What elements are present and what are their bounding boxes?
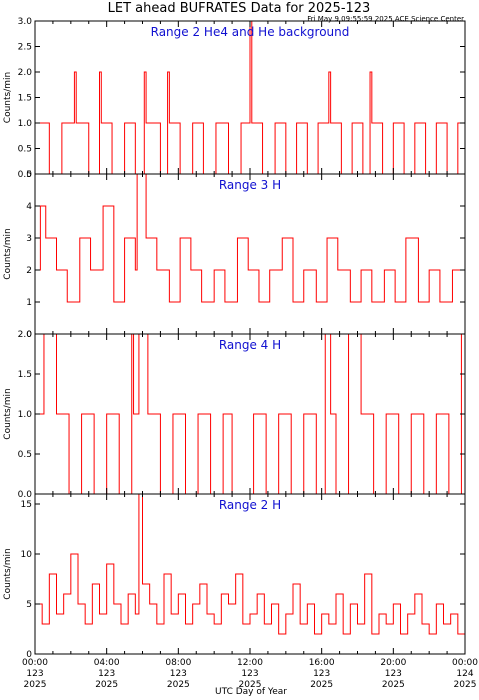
x-tick-label-line: 2025: [382, 680, 405, 690]
data-series-line: [35, 173, 466, 303]
x-tick-label-line: 124: [456, 669, 473, 679]
x-axis-title: UTC Day of Year: [215, 687, 287, 697]
y-tick-label: 15: [21, 500, 32, 510]
panel-title: Range 2 H: [219, 498, 281, 512]
panel-title: Range 3 H: [219, 178, 281, 192]
x-tick-label-line: 2025: [24, 680, 47, 690]
x-tick-label-line: 2025: [310, 680, 333, 690]
y-tick-label: 1: [26, 298, 32, 308]
x-tick-label-line: 2025: [95, 680, 118, 690]
y-axis-label: Counts/min: [3, 72, 13, 123]
y-tick-label: 1.0: [18, 410, 33, 420]
y-tick-label: 4: [26, 202, 32, 212]
x-axis-labels: 00:00123202504:00123202508:00123202512:0…: [22, 658, 478, 690]
chart-panels: 0.0 0.5 1.0 1.5 2.0 2.5 3.0 Counts/min Range 2 H…: [3, 17, 466, 660]
y-tick-label: 0: [26, 650, 32, 660]
figure-title: LET ahead BUFRATES Data for 2025-123: [108, 1, 371, 16]
y-tick-label: 10: [21, 550, 33, 560]
y-tick-label: 0.0: [18, 490, 33, 500]
x-tick-label-line: 123: [241, 669, 258, 679]
y-tick-label: 0: [26, 330, 32, 340]
x-tick-label-line: 00:00: [452, 658, 478, 668]
plot-frame: [34, 333, 466, 495]
x-tick-label-line: 123: [385, 669, 402, 679]
panel-title: Range 2 He4 and He background: [151, 25, 350, 39]
y-tick-label: 2.0: [18, 330, 33, 340]
data-series-line: [35, 333, 466, 495]
panel-3: 0.0 0.5 1.0 1.5 2.0 Counts/min Range 4 H: [3, 330, 466, 500]
y-tick-label: 1.5: [18, 94, 32, 104]
x-tick-label-line: 123: [170, 669, 187, 679]
timestamp-label: Fri May 9 09:55:59 2025 ACE Science Cent…: [307, 15, 464, 23]
y-axis-label: Counts/min: [3, 228, 13, 279]
x-tick-label-line: 16:00: [309, 658, 335, 668]
y-tick-label: 3: [26, 234, 32, 244]
y-axis-label: Counts/min: [3, 388, 13, 439]
y-tick-label: 2: [26, 266, 32, 276]
x-tick-label-line: 123: [98, 669, 115, 679]
x-tick-label-line: 123: [26, 669, 43, 679]
x-tick-label-line: 20:00: [380, 658, 406, 668]
y-tick-label: 0.5: [18, 145, 32, 155]
y-tick-label: 0.5: [18, 450, 32, 460]
y-tick-label: 1.0: [18, 119, 33, 129]
x-tick-label-line: 123: [313, 669, 330, 679]
x-tick-label-line: 00:00: [22, 658, 48, 668]
panel-2: 0 1 2 3 4 5 Counts/min Range 3 H: [3, 170, 466, 340]
x-tick-label-line: 2025: [239, 680, 262, 690]
data-series-line: [35, 20, 465, 175]
y-tick-label: 0.0: [18, 170, 33, 180]
x-tick-label-line: 04:00: [94, 658, 120, 668]
data-series-line: [35, 493, 466, 635]
y-tick-label: 1.5: [18, 370, 32, 380]
x-tick-label-line: 2025: [167, 680, 190, 690]
y-tick-label: 2.0: [18, 68, 33, 78]
panel-title: Range 4 H: [219, 338, 281, 352]
x-tick-label-line: 12:00: [237, 658, 263, 668]
y-tick-label: 3.0: [18, 17, 33, 27]
x-tick-label-line: 08:00: [165, 658, 191, 668]
y-axis-label: Counts/min: [3, 548, 13, 599]
plot-frame: [34, 173, 466, 335]
panel-4: 0 5 10 15 Counts/min Range 2 H: [3, 493, 466, 660]
x-tick-label-line: 2025: [454, 680, 477, 690]
y-tick-label: 5: [26, 170, 32, 180]
panel-1: 0.0 0.5 1.0 1.5 2.0 2.5 3.0 Counts/min Range 2 H…: [3, 17, 466, 180]
y-tick-label: 5: [26, 600, 32, 610]
y-tick-label: 2.5: [18, 43, 32, 53]
